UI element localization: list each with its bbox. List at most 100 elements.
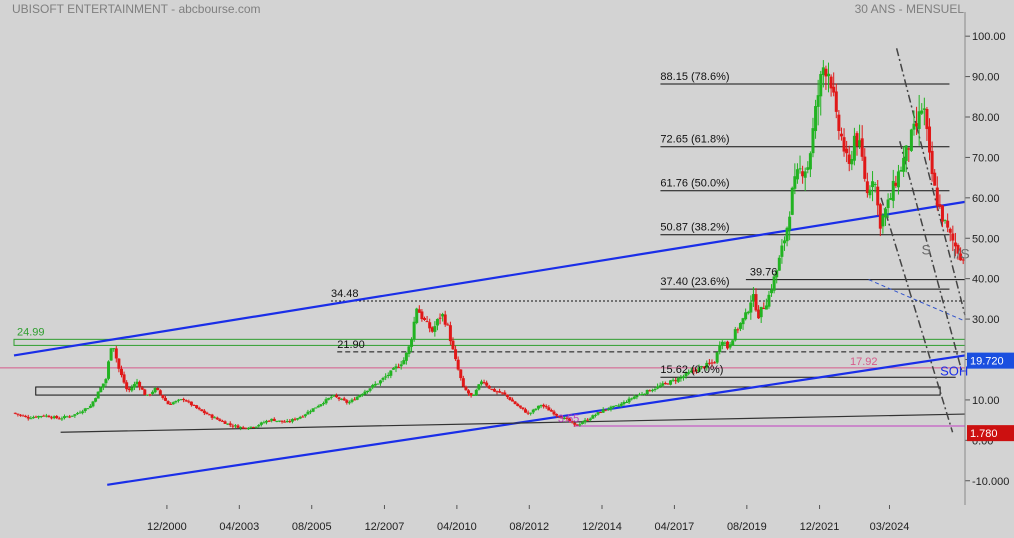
- candle-body: [148, 394, 152, 396]
- candle-body: [529, 412, 533, 414]
- x-tick-label: 12/2000: [147, 521, 187, 533]
- candle-body: [772, 276, 776, 291]
- candle-body: [384, 376, 388, 378]
- candle-body: [75, 413, 79, 415]
- candle-body: [228, 423, 232, 426]
- x-tick-label: 03/2024: [870, 521, 910, 533]
- candle-body: [689, 370, 693, 373]
- candle-body: [42, 415, 46, 417]
- candle-body: [889, 197, 893, 200]
- candle-body: [490, 388, 494, 390]
- y-tick-label: 70.00: [972, 152, 1000, 164]
- candle-body: [645, 389, 649, 395]
- candle-body: [37, 415, 41, 418]
- candle-body: [503, 392, 507, 395]
- candle-body: [39, 416, 43, 418]
- candle-body: [407, 346, 411, 355]
- candle-body: [495, 391, 499, 393]
- candle-body: [814, 106, 818, 132]
- candle-body: [337, 397, 341, 400]
- candle-body: [547, 407, 551, 411]
- candle-body: [179, 399, 183, 401]
- candle-body: [518, 405, 522, 408]
- candle-body: [363, 391, 367, 395]
- y-tick-label: 80.00: [972, 112, 1000, 124]
- candle-body: [99, 387, 103, 393]
- candle-body: [257, 425, 261, 427]
- candle-body: [788, 216, 792, 231]
- candle-body: [953, 242, 957, 247]
- candle-body: [676, 378, 680, 382]
- candle-body: [728, 344, 732, 348]
- candle-body: [762, 307, 766, 309]
- candle-body: [482, 382, 486, 384]
- candle-body: [275, 420, 279, 422]
- candle-body: [117, 358, 121, 369]
- candle-body: [319, 404, 323, 406]
- candle-body: [254, 426, 258, 428]
- fib-level-label: 72.65 (61.8%): [660, 134, 729, 146]
- candle-body: [249, 426, 253, 428]
- candle-body: [881, 215, 885, 227]
- candle-body: [316, 405, 320, 408]
- fib-level-label: 15.62 (0.0%): [660, 364, 723, 376]
- candle-body: [531, 409, 535, 413]
- candle-body: [669, 380, 673, 385]
- candle-body: [107, 361, 111, 379]
- candle-body: [342, 398, 346, 401]
- candle-body: [119, 368, 123, 376]
- candle-body: [930, 150, 934, 175]
- fib-level-label: 50.87 (38.2%): [660, 222, 729, 234]
- candle-body: [441, 314, 445, 317]
- candle-body: [301, 416, 305, 418]
- candle-body: [821, 67, 825, 76]
- trendline-lower-channel: [107, 354, 966, 486]
- candle-body: [832, 86, 836, 93]
- candle-body: [241, 427, 245, 429]
- low-price-tag: [967, 425, 1014, 442]
- candle-body: [44, 415, 48, 417]
- x-tick-label: 04/2017: [655, 521, 695, 533]
- candle-body: [210, 414, 214, 418]
- candle-body: [801, 171, 805, 177]
- candle-body: [837, 114, 841, 132]
- candle-body: [182, 398, 186, 401]
- candle-body: [635, 395, 639, 398]
- candle-body: [619, 403, 623, 406]
- last-price-label: 19.720: [970, 356, 1004, 368]
- candle-body: [18, 414, 22, 416]
- candle-body: [917, 111, 921, 129]
- chart-annotation: I/S: [953, 245, 970, 261]
- candle-body: [839, 133, 843, 137]
- candle-body: [378, 380, 382, 384]
- candle-body: [679, 377, 683, 379]
- trendline-channel-mid: [899, 141, 963, 372]
- candle-body: [640, 394, 644, 396]
- candle-body: [505, 394, 509, 397]
- candle-body: [143, 389, 147, 396]
- candle-body: [94, 398, 98, 402]
- candle-body: [536, 405, 540, 409]
- candle-body: [96, 391, 100, 399]
- candle-body: [534, 408, 538, 410]
- candle-body: [723, 342, 727, 344]
- candle-body: [239, 427, 243, 429]
- candle-body: [430, 327, 434, 332]
- candle-body: [573, 422, 577, 425]
- candle-body: [208, 414, 212, 416]
- candle-body: [435, 318, 439, 326]
- candle-body: [169, 403, 173, 405]
- candle-body: [125, 382, 129, 390]
- candle-body: [508, 397, 512, 400]
- candle-body: [803, 171, 807, 178]
- candle-body: [933, 172, 937, 186]
- candle-body: [386, 374, 390, 376]
- candle-body: [549, 410, 553, 412]
- x-tick-label: 12/2007: [365, 521, 405, 533]
- candle-body: [332, 395, 336, 397]
- candle-body: [894, 182, 898, 186]
- candle-body: [164, 397, 168, 401]
- candle-body: [438, 317, 442, 319]
- candle-body: [448, 325, 452, 342]
